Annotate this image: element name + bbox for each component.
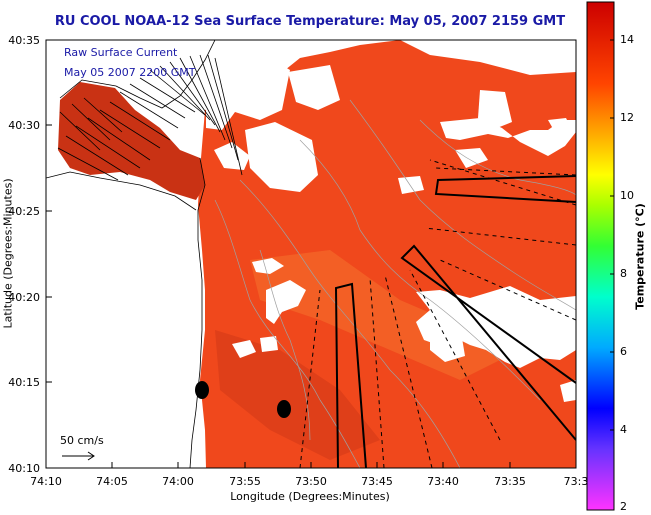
xtick-label: 74:00 (162, 475, 194, 488)
xtick-label: 73:55 (229, 475, 261, 488)
x-axis-title: Longitude (Degrees:Minutes) (230, 490, 390, 503)
xtick-label: 74:05 (96, 475, 128, 488)
ytick-label: 40:20 (8, 291, 40, 304)
station-marker (277, 400, 291, 418)
legend-current-time: May 05 2007 2200 GMT (64, 66, 196, 79)
axis-ticks (45, 39, 577, 469)
colorbar-tick-label: 2 (620, 500, 627, 513)
sst-nearshore-patch (58, 82, 205, 200)
scale-label: 50 cm/s (60, 434, 104, 447)
radar-beams (299, 159, 576, 468)
ytick-label: 40:25 (8, 205, 40, 218)
station-marker (195, 381, 209, 399)
xtick-label: 73:3 (563, 475, 589, 488)
colorbar-tick-label: 4 (620, 423, 627, 436)
sst-dark-streak (215, 330, 380, 460)
xtick-label: 73:40 (427, 475, 459, 488)
bathymetry-contours (214, 99, 576, 468)
legend-current-label: Raw Surface Current (64, 46, 178, 59)
colorbar-title: Temperature (°C) (633, 203, 647, 310)
colorbar (586, 1, 615, 511)
colorbar-tick-label: 8 (620, 267, 627, 280)
figure-title: RU COOL NOAA-12 Sea Surface Temperature:… (54, 14, 566, 29)
land-coast-south (46, 172, 202, 468)
xtick-label: 73:45 (361, 475, 393, 488)
ytick-label: 40:35 (8, 34, 40, 47)
xtick-label: 74:10 (30, 475, 62, 488)
coastline (46, 40, 216, 468)
colorbar-tick-label: 10 (620, 189, 634, 202)
current-vectors (57, 54, 243, 181)
colorbar-tick-label: 6 (620, 345, 627, 358)
colorbar-tick-label: 12 (620, 111, 634, 124)
colorbar-ticks (610, 39, 614, 431)
colorbar-tick-label: 14 (620, 33, 634, 46)
scale-arrowhead (87, 451, 95, 461)
transect-boxes (334, 175, 576, 468)
xtick-label: 73:35 (494, 475, 526, 488)
ytick-label: 40:30 (8, 119, 40, 132)
cloud-mask (206, 55, 576, 402)
land-mass (46, 40, 215, 108)
ytick-label: 40:15 (8, 376, 40, 389)
sst-field (46, 40, 576, 468)
y-axis-title: Latitude (Degrees:Minutes) (1, 178, 15, 329)
ytick-label: 40:10 (8, 462, 40, 475)
xtick-label: 73:50 (295, 475, 327, 488)
